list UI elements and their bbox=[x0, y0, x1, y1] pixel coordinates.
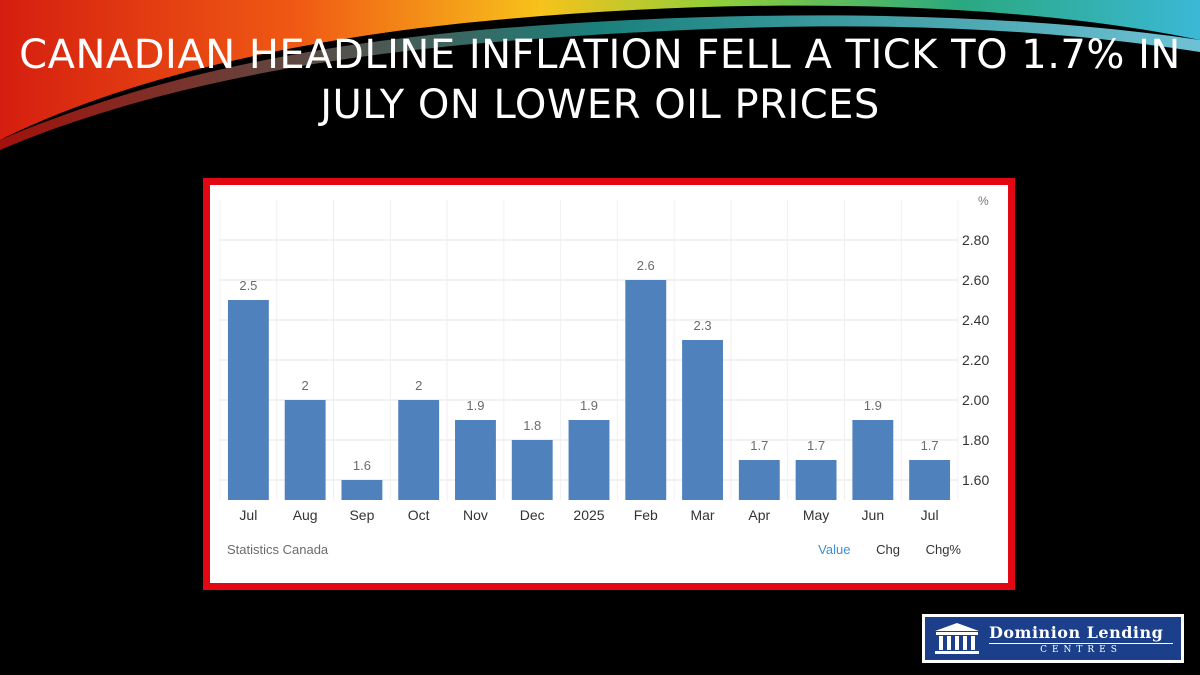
bar bbox=[739, 460, 780, 500]
bar bbox=[455, 420, 496, 500]
y-tick-label: 2.00 bbox=[962, 392, 989, 408]
chart-frame: 1.60 1.80 2.00 2.20 2.40 2.60 2.80% 2.5 Jul 2 Aug 1… bbox=[203, 178, 1015, 590]
data-label: 1.9 bbox=[864, 398, 882, 413]
x-tick-label: Jul bbox=[921, 507, 939, 523]
slide-title: Canadian Headline Inflation Fell a Tick … bbox=[0, 30, 1200, 130]
bar bbox=[228, 300, 269, 500]
y-tick-label: 1.60 bbox=[962, 472, 989, 488]
value-toggle[interactable]: Value bbox=[818, 542, 850, 557]
logo-subtitle: CENTRES bbox=[989, 645, 1173, 655]
y-tick-label: 1.80 bbox=[962, 432, 989, 448]
x-tick-label: Nov bbox=[463, 507, 488, 523]
bar bbox=[512, 440, 553, 500]
logo-name: Dominion Lending bbox=[989, 623, 1163, 642]
data-label: 2 bbox=[302, 378, 309, 393]
x-tick-label: Sep bbox=[349, 507, 374, 523]
y-tick-label: 2.80 bbox=[962, 232, 989, 248]
bar bbox=[285, 400, 326, 500]
bar bbox=[796, 460, 837, 500]
logo-panel: Dominion Lending CENTRES bbox=[925, 617, 1181, 660]
data-label: 2 bbox=[415, 378, 422, 393]
bar bbox=[909, 460, 950, 500]
data-label: 1.7 bbox=[807, 438, 825, 453]
x-tick-label: Oct bbox=[408, 507, 430, 523]
x-tick-label: Apr bbox=[748, 507, 770, 523]
chart-source: Statistics Canada bbox=[227, 542, 328, 557]
data-label: 1.9 bbox=[580, 398, 598, 413]
data-label: 1.7 bbox=[750, 438, 768, 453]
bar bbox=[852, 420, 893, 500]
bar bbox=[569, 420, 610, 500]
data-label: 1.6 bbox=[353, 458, 371, 473]
y-tick-label: 2.20 bbox=[962, 352, 989, 368]
data-label: 2.5 bbox=[239, 278, 257, 293]
chart-mode-toggles: Value Chg Chg% bbox=[796, 542, 961, 557]
x-tick-label: Aug bbox=[293, 507, 318, 523]
x-tick-label: May bbox=[803, 507, 829, 523]
data-label: 1.9 bbox=[466, 398, 484, 413]
bar bbox=[682, 340, 723, 500]
percent-change-toggle[interactable]: Chg% bbox=[926, 542, 961, 557]
data-label: 2.3 bbox=[693, 318, 711, 333]
x-tick-label: Jul bbox=[239, 507, 257, 523]
x-tick-label: Dec bbox=[520, 507, 545, 523]
data-label: 2.6 bbox=[637, 258, 655, 273]
y-tick-label: 2.60 bbox=[962, 272, 989, 288]
y-tick-label: 2.40 bbox=[962, 312, 989, 328]
logo-divider bbox=[989, 643, 1173, 644]
data-label: 1.8 bbox=[523, 418, 541, 433]
change-toggle[interactable]: Chg bbox=[876, 542, 900, 557]
building-icon bbox=[933, 622, 981, 655]
bar bbox=[341, 480, 382, 500]
x-tick-label: Jun bbox=[862, 507, 885, 523]
x-tick-label: Mar bbox=[690, 507, 714, 523]
y-unit-label: % bbox=[978, 194, 989, 208]
data-label: 1.7 bbox=[921, 438, 939, 453]
bar bbox=[398, 400, 439, 500]
bar bbox=[625, 280, 666, 500]
x-tick-label: 2025 bbox=[573, 507, 604, 523]
dominion-lending-logo: Dominion Lending CENTRES bbox=[922, 614, 1184, 663]
x-tick-label: Feb bbox=[634, 507, 658, 523]
inflation-bar-chart: 1.60 1.80 2.00 2.20 2.40 2.60 2.80% 2.5 Jul 2 Aug 1… bbox=[210, 185, 1008, 583]
